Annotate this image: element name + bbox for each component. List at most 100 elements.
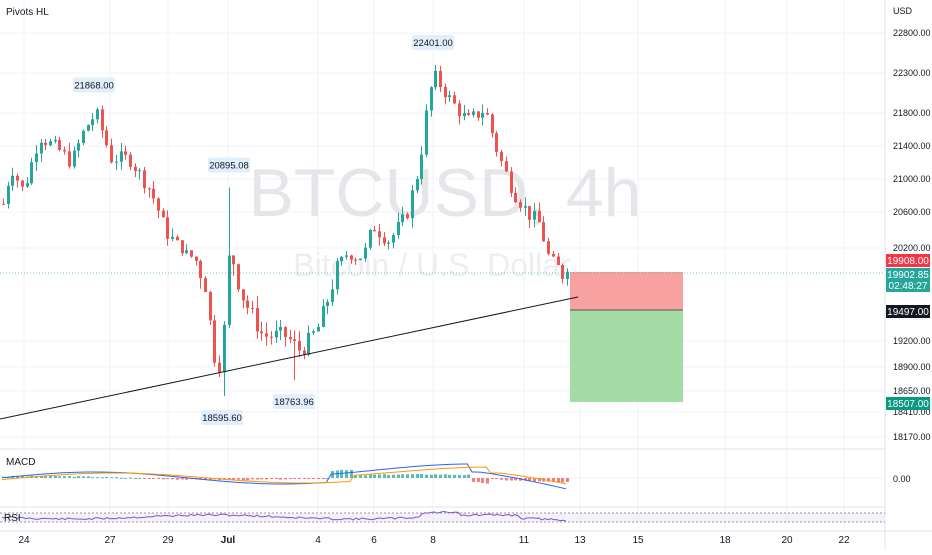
time-tick-label: 18 [719,535,731,546]
candle-body [223,324,226,373]
macd-histogram-bar [242,478,245,481]
candle-body [143,170,146,189]
pivot-label: 18763.96 [274,397,314,408]
candle-body [209,292,212,321]
macd-histogram-bar [458,475,461,478]
price-tick-label: 18410.00 [893,407,931,417]
macd-pane [0,463,885,490]
candle-body [430,87,433,111]
time-axis[interactable]: 24 27 29 Jul 4 6 8 11 13 15 18 20 22 [18,535,850,546]
candle-body [538,210,541,223]
candle-body [110,145,113,163]
candle-body [204,278,207,293]
macd-histogram-bar [58,476,61,478]
macd-histogram-bar [416,473,419,478]
time-tick-label: 6 [371,535,377,546]
take-profit-zone[interactable] [570,310,683,402]
candle-body [463,113,466,117]
grid [0,0,885,531]
candle-body [171,236,174,239]
candle-body [298,341,301,351]
macd-histogram-bar [148,478,151,479]
candle-body [472,111,475,115]
macd-histogram-bar [411,474,414,478]
trendline[interactable] [0,296,579,420]
candle-body [533,210,536,220]
candle-body [312,331,315,333]
macd-histogram-bar [246,478,249,481]
time-tick-label: 20 [781,535,793,546]
macd-line [1,463,567,490]
candle-body [317,327,320,332]
macd-histogram-bar [120,477,123,479]
macd-histogram-bar [82,476,85,478]
price-axis[interactable]: 22800.00 22300.00 21800.00 21400.00 21000.00… [893,28,931,442]
candle-body [138,170,141,172]
entry-price-tag [886,305,930,318]
candle-body [434,70,437,88]
macd-histogram-bar [369,474,372,478]
candle-body [16,175,19,181]
stop-price-text: 19908.00 [887,256,929,267]
macd-histogram-bar [373,474,376,478]
candle-body [364,247,367,259]
macd-histogram-bar [406,474,409,478]
candle-body [322,306,325,328]
macd-signal-line [1,466,567,485]
candle-body [486,112,489,115]
candle-body [505,161,508,172]
candle-body [345,255,348,257]
candle-body [467,113,470,115]
candle-body [420,154,423,180]
candle-body [11,175,14,186]
candle-body [289,337,292,340]
macd-histogram-bar [77,476,80,478]
target-price-tag [886,397,930,410]
indicator-title-pivots[interactable]: Pivots HL [6,7,49,18]
macd-histogram-bar [171,478,174,480]
indicator-title-rsi[interactable]: RSI [4,513,21,524]
candle-body [307,332,310,355]
candle-body [105,130,108,146]
candle-body [73,150,76,167]
macd-histogram-bar [491,478,494,479]
macd-histogram-bar [420,474,423,478]
stop-loss-zone[interactable] [570,272,683,310]
bar-countdown: 02:48:27 [889,281,928,292]
candle-body [561,265,564,279]
pivot-label: 21868.00 [74,81,114,92]
candle-body [411,190,414,219]
candle-body [101,109,104,131]
time-tick-label: 27 [104,535,116,546]
macd-histogram-bar [477,478,480,482]
macd-histogram-bar [49,475,52,478]
macd-histogram-bar [284,478,287,480]
macd-histogram-bar [87,476,90,478]
indicator-title-macd[interactable]: MACD [6,457,35,468]
macd-histogram-bar [495,478,498,479]
candle-body [416,179,419,191]
macd-histogram-bar [185,478,188,480]
macd-histogram-bar [298,478,301,479]
macd-histogram-bar [387,474,390,478]
candle-body [279,327,282,331]
candle-body [444,87,447,98]
candle-body [181,240,184,254]
rsi-line [1,511,567,522]
candle-body [458,103,461,117]
candle-body [265,333,268,337]
macd-histogram-bar [312,478,315,479]
current-price-tag [886,268,930,292]
candle-body [383,237,386,244]
macd-histogram-bar [138,477,141,479]
macd-histogram-bar [510,478,513,481]
candle-body [195,256,198,261]
macd-histogram-bar [162,478,165,480]
macd-histogram-bar [467,474,470,478]
candle-body [491,114,494,134]
macd-histogram-bar [547,478,550,482]
candle-body [397,221,400,236]
pivot-label: 20895.08 [209,161,249,172]
